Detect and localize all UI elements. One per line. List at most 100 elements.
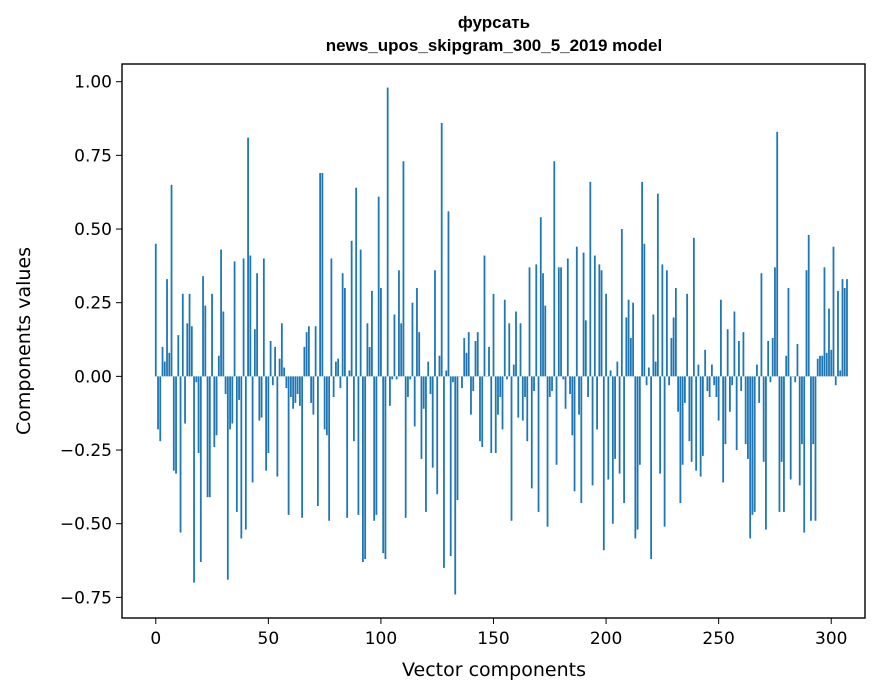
- bar: [740, 376, 743, 392]
- bar: [614, 376, 616, 459]
- bar: [386, 87, 389, 377]
- bar: [593, 255, 596, 377]
- bar: [377, 196, 380, 377]
- bar: [537, 376, 540, 512]
- bar: [332, 376, 335, 397]
- bar: [355, 187, 358, 377]
- bar: [834, 376, 837, 386]
- bar: [181, 293, 184, 377]
- bar: [695, 376, 698, 471]
- bar: [602, 376, 605, 551]
- bar: [292, 376, 295, 409]
- bar: [301, 376, 304, 518]
- bar: [686, 293, 689, 377]
- bar: [398, 270, 400, 377]
- bar: [497, 376, 499, 415]
- bar: [371, 290, 373, 377]
- bar: [359, 249, 362, 377]
- bar: [679, 376, 682, 504]
- bar: [731, 376, 734, 386]
- bar: [535, 264, 538, 377]
- bar: [778, 376, 781, 512]
- bar: [276, 376, 279, 477]
- bar: [188, 293, 191, 377]
- bar: [821, 355, 824, 377]
- bar: [600, 270, 603, 377]
- bar: [645, 376, 648, 386]
- bar: [708, 376, 711, 397]
- bar: [692, 237, 695, 377]
- bar: [425, 376, 427, 512]
- bar: [325, 376, 328, 436]
- bar: [231, 376, 234, 424]
- bar: [341, 273, 344, 377]
- bar: [517, 376, 520, 418]
- bar: [699, 376, 702, 477]
- bar: [672, 317, 675, 377]
- bar: [323, 376, 326, 430]
- bar: [407, 376, 409, 397]
- bar: [172, 376, 175, 471]
- bar: [314, 326, 317, 377]
- y-axis-label: Components values: [13, 247, 35, 435]
- bar: [765, 376, 767, 530]
- bar: [780, 376, 783, 462]
- bar: [596, 376, 598, 430]
- bar: [704, 349, 707, 377]
- bar: [519, 323, 522, 377]
- bar: [256, 273, 258, 377]
- bar: [436, 376, 439, 495]
- bar: [310, 376, 313, 403]
- bar: [634, 376, 637, 539]
- bar: [476, 332, 479, 377]
- bar: [701, 376, 704, 456]
- bar: [555, 376, 558, 465]
- bar: [186, 323, 189, 377]
- bar: [197, 376, 200, 453]
- bar: [240, 376, 243, 539]
- bar: [625, 317, 628, 377]
- bar: [373, 376, 376, 521]
- bar: [812, 376, 815, 445]
- bar: [438, 355, 441, 377]
- bar: [440, 122, 443, 377]
- bar: [179, 376, 182, 533]
- bar: [445, 370, 448, 377]
- bar: [825, 352, 828, 377]
- bar: [548, 376, 551, 397]
- bar: [283, 367, 286, 377]
- bar: [756, 364, 758, 377]
- bar: [564, 376, 567, 409]
- bar: [643, 243, 646, 377]
- x-tick-label: 150: [477, 629, 509, 649]
- bar: [760, 273, 763, 377]
- bar: [416, 287, 418, 377]
- x-tick-label: 300: [815, 629, 847, 649]
- bar: [278, 358, 281, 377]
- bar: [175, 376, 177, 474]
- bar: [470, 376, 472, 415]
- bar: [774, 267, 776, 377]
- bar: [578, 376, 580, 415]
- bar: [591, 376, 594, 486]
- bar: [508, 323, 511, 377]
- bar: [427, 361, 430, 377]
- bar: [738, 341, 740, 377]
- bar: [785, 355, 788, 377]
- bar: [226, 376, 229, 580]
- bar: [184, 376, 186, 424]
- bar: [244, 376, 247, 530]
- chart-title: фурсать: [458, 13, 530, 32]
- bar: [307, 326, 310, 377]
- bar: [177, 335, 180, 377]
- bar: [729, 376, 731, 412]
- bar: [262, 258, 265, 377]
- bar: [832, 246, 835, 377]
- bar: [400, 323, 403, 377]
- bar: [683, 376, 686, 403]
- bar: [368, 346, 371, 377]
- bar: [344, 287, 346, 377]
- bar: [208, 376, 211, 498]
- bar: [235, 376, 238, 512]
- bar: [665, 270, 668, 377]
